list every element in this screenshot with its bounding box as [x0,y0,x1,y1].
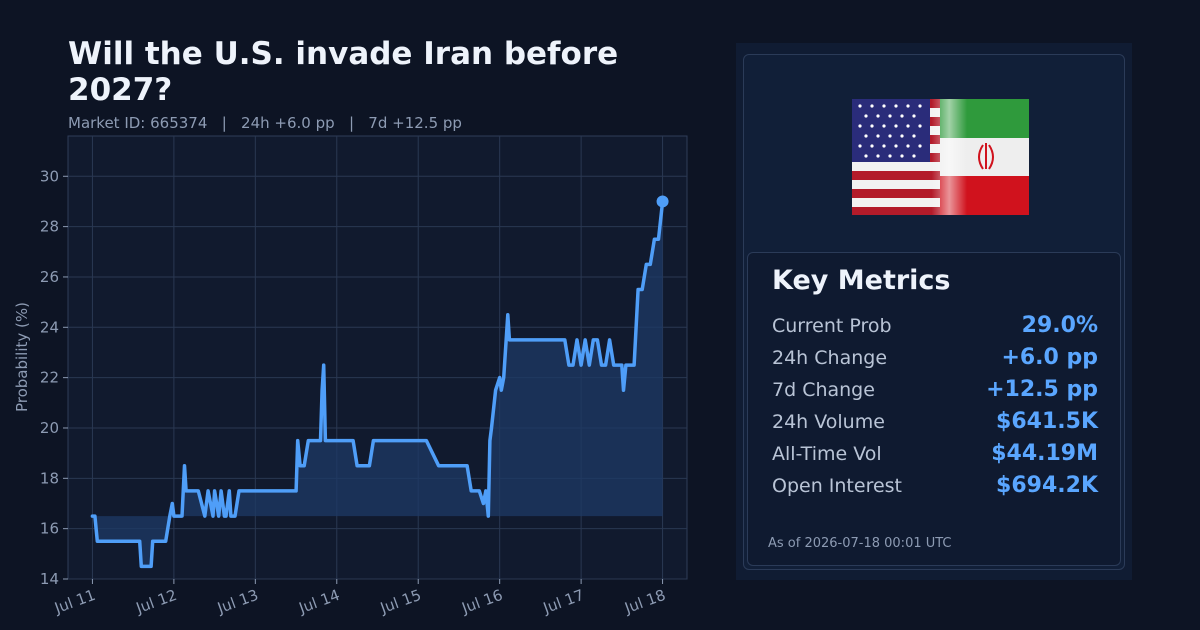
as-of-timestamp: As of 2026-07-18 00:01 UTC [768,536,952,551]
y-tick-label: 22 [40,369,59,387]
y-tick-label: 18 [40,469,59,487]
chart-subtitle: Market ID: 665374 | 24h +6.0 pp | 7d +12… [68,114,462,132]
metric-value: $641.5K [996,409,1098,434]
series-line [90,199,665,569]
x-tick-label: Jul 15 [377,586,424,618]
metric-label: Open Interest [772,475,903,497]
metric-value: $694.2K [996,473,1098,498]
metric-value: +6.0 pp [1001,345,1098,370]
metric-value: +12.5 pp [986,377,1098,402]
y-tick-label: 20 [40,419,59,437]
x-axis-ticks: Jul 11 Jul 12 Jul 13 Jul 14 Jul 15 Jul 16 Jul … [51,579,668,617]
y-tick-label: 14 [40,570,59,588]
metric-value: $44.19M [991,441,1098,466]
metric-24h-volume: 24h Volume $641.5K [772,409,1098,439]
metric-value: 29.0% [1021,313,1098,338]
key-metrics-title: Key Metrics [772,265,951,296]
x-tick-label: Jul 13 [214,586,261,618]
metric-all-time-vol: All-Time Vol $44.19M [772,441,1098,471]
y-axis-ticks: 14 16 18 20 22 24 26 28 30 [40,167,68,588]
key-metrics-box: Key Metrics Current Prob 29.0% 24h Chang… [747,252,1121,566]
y-tick-label: 28 [40,218,59,236]
x-tick-label: Jul 16 [459,586,506,618]
metrics-panel: Key Metrics Current Prob 29.0% 24h Chang… [736,43,1132,580]
metric-open-interest: Open Interest $694.2K [772,473,1098,503]
x-tick-label: Jul 12 [133,586,180,618]
x-tick-label: Jul 11 [51,586,98,618]
y-tick-label: 30 [40,167,59,185]
y-tick-label: 24 [40,318,59,336]
series-endpoint-marker [656,195,669,208]
us-iran-flag-icon [852,99,1029,215]
metric-current-prob: Current Prob 29.0% [772,313,1098,343]
x-tick-label: Jul 14 [296,586,343,618]
y-tick-label: 26 [40,268,59,286]
y-axis-label: Probability (%) [13,302,31,412]
chart-title: Will the U.S. invade Iran before 2027? [68,36,619,108]
metrics-card: Key Metrics Current Prob 29.0% 24h Chang… [743,54,1125,570]
metric-label: All-Time Vol [772,443,882,465]
metric-7d-change: 7d Change +12.5 pp [772,377,1098,407]
metric-24h-change: 24h Change +6.0 pp [772,345,1098,375]
metric-label: Current Prob [772,315,892,337]
x-tick-label: Jul 18 [621,586,668,618]
x-tick-label: Jul 17 [540,586,587,618]
y-tick-label: 16 [40,520,59,538]
metric-label: 24h Volume [772,411,885,433]
metric-label: 7d Change [772,379,875,401]
metric-label: 24h Change [772,347,888,369]
series-area-fill [92,201,663,567]
